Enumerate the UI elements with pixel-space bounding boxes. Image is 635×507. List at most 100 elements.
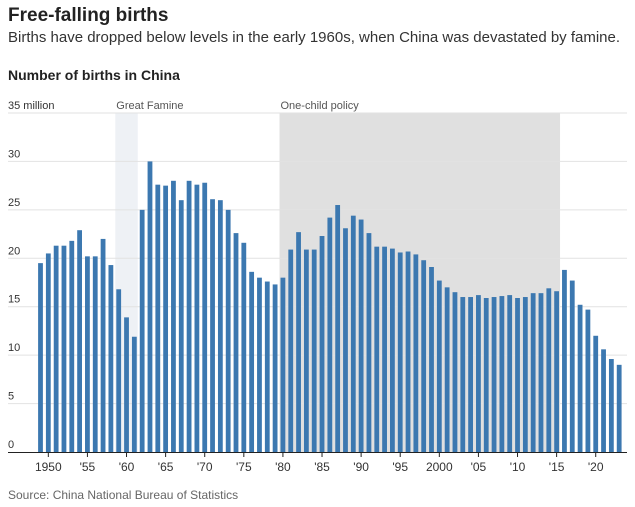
x-tick-label: '20 bbox=[588, 460, 604, 474]
bar-1991 bbox=[366, 233, 372, 452]
bar-1957 bbox=[100, 238, 106, 452]
bar-1963 bbox=[147, 161, 153, 452]
bar-1949 bbox=[38, 263, 43, 452]
bar-2017 bbox=[569, 280, 575, 452]
bar-1962 bbox=[139, 209, 145, 452]
bar-1975 bbox=[241, 242, 247, 452]
x-tick-label: '70 bbox=[197, 460, 213, 474]
y-tick-label: 5 bbox=[8, 391, 14, 403]
bar-1950 bbox=[45, 253, 51, 452]
x-tick-label: '05 bbox=[471, 460, 487, 474]
bar-2018 bbox=[577, 304, 583, 452]
bar-2003 bbox=[460, 297, 466, 452]
bar-1956 bbox=[92, 256, 98, 452]
bar-2019 bbox=[585, 309, 591, 452]
y-tick-label: 0 bbox=[8, 439, 14, 451]
bar-2015 bbox=[554, 291, 560, 452]
chart-title: Free-falling births bbox=[8, 5, 169, 26]
bar-1985 bbox=[319, 236, 325, 452]
bar-1952 bbox=[61, 245, 67, 452]
bar-1992 bbox=[374, 246, 380, 452]
bar-1986 bbox=[327, 217, 333, 452]
bar-1987 bbox=[335, 205, 341, 452]
bar-1970 bbox=[202, 182, 208, 453]
bar-1964 bbox=[155, 184, 161, 452]
chart-subtitle: Births have dropped below levels in the … bbox=[8, 29, 621, 46]
bar-1954 bbox=[77, 230, 82, 452]
bar-2012 bbox=[530, 293, 536, 452]
x-tick-label: '75 bbox=[236, 460, 252, 474]
bar-2001 bbox=[444, 287, 450, 452]
x-tick-label: '95 bbox=[392, 460, 408, 474]
y-axis-labels: 35 million 30 25 20 15 10 5 0 bbox=[8, 100, 54, 451]
x-tick-label: 1950 bbox=[35, 460, 62, 474]
bar-2006 bbox=[483, 297, 489, 452]
bar-1999 bbox=[429, 267, 434, 452]
bar-1998 bbox=[421, 260, 427, 452]
bar-2008 bbox=[499, 296, 505, 452]
bar-1993 bbox=[382, 246, 387, 452]
bar-1996 bbox=[405, 251, 411, 452]
bar-1989 bbox=[350, 215, 356, 452]
source-note: Source: China National Bureau of Statist… bbox=[8, 488, 239, 502]
bar-1958 bbox=[108, 265, 114, 452]
bar-1961 bbox=[131, 336, 137, 452]
y-tick-label: 20 bbox=[8, 245, 20, 257]
bar-1997 bbox=[413, 254, 419, 452]
bar-1966 bbox=[171, 180, 176, 453]
bar-1984 bbox=[311, 249, 317, 452]
bar-series bbox=[38, 161, 622, 453]
bar-1967 bbox=[178, 200, 184, 452]
bar-1973 bbox=[225, 209, 231, 452]
bar-2007 bbox=[491, 297, 497, 452]
bar-1978 bbox=[264, 281, 270, 452]
bar-1971 bbox=[210, 199, 215, 452]
x-tick-label: '65 bbox=[158, 460, 174, 474]
bar-2013 bbox=[538, 293, 544, 452]
shaded-periods bbox=[115, 113, 561, 452]
bar-1976 bbox=[249, 271, 255, 452]
x-axis: 1950 '55 '60 '65 '70 '75 '80 '85 '90 '95 2000 '05 '1… bbox=[8, 452, 627, 474]
bar-1972 bbox=[217, 200, 223, 452]
x-tick-label: '10 bbox=[510, 460, 526, 474]
x-tick-label: '80 bbox=[275, 460, 291, 474]
bar-1994 bbox=[390, 248, 395, 452]
bar-2023 bbox=[616, 364, 622, 452]
y-tick-label: 35 million bbox=[8, 100, 54, 112]
bar-2011 bbox=[522, 297, 528, 452]
bar-1981 bbox=[288, 249, 294, 452]
bar-1960 bbox=[124, 317, 129, 452]
bar-2000 bbox=[436, 280, 442, 452]
bar-2002 bbox=[452, 292, 458, 452]
x-tick-label: 2000 bbox=[426, 460, 453, 474]
period-label-1: One-child policy bbox=[281, 100, 360, 112]
bar-2009 bbox=[507, 295, 513, 452]
bar-1995 bbox=[397, 252, 403, 452]
y-tick-label: 30 bbox=[8, 148, 20, 160]
bar-1953 bbox=[69, 240, 75, 452]
bar-1983 bbox=[303, 249, 309, 452]
x-tick-label: '90 bbox=[353, 460, 369, 474]
bar-1977 bbox=[257, 277, 262, 452]
y-tick-label: 25 bbox=[8, 197, 20, 209]
chart-heading: Number of births in China bbox=[8, 67, 180, 83]
x-tick-label: '15 bbox=[549, 460, 565, 474]
bar-1979 bbox=[272, 284, 278, 452]
bar-1955 bbox=[85, 256, 90, 452]
bar-1959 bbox=[116, 289, 122, 452]
bar-1988 bbox=[343, 228, 348, 452]
y-tick-label: 15 bbox=[8, 294, 20, 306]
bar-1982 bbox=[296, 232, 301, 452]
bar-2014 bbox=[546, 288, 552, 452]
bar-2005 bbox=[476, 295, 481, 452]
bar-1980 bbox=[280, 277, 286, 452]
bar-1990 bbox=[358, 219, 364, 452]
x-tick-label: '60 bbox=[119, 460, 135, 474]
bar-1965 bbox=[163, 185, 169, 452]
bar-1968 bbox=[186, 180, 192, 453]
bar-2022 bbox=[608, 359, 614, 452]
x-tick-label: '85 bbox=[314, 460, 330, 474]
bar-2004 bbox=[468, 297, 473, 452]
bar-1951 bbox=[53, 245, 59, 452]
